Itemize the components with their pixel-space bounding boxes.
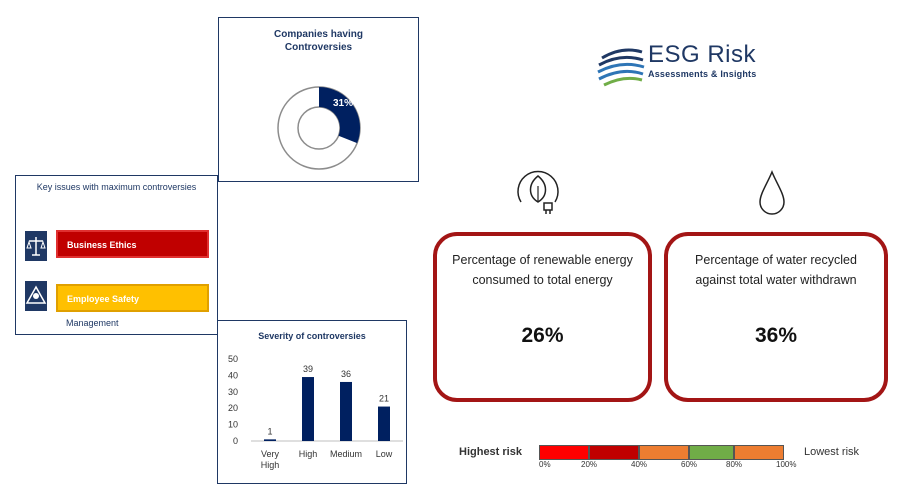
donut-inner-outline (297, 106, 341, 150)
water-recycled-card: Percentage of water recycled against tot… (664, 232, 888, 402)
key-issues-title: Key issues with maximum controversies (36, 182, 197, 192)
risk-scale-tick: 60% (681, 460, 698, 469)
controversies-donut: 31% (277, 86, 361, 170)
data-label: 36 (341, 369, 351, 379)
risk-scale-segment (734, 445, 784, 460)
risk-scale-tick: 40% (631, 460, 648, 469)
y-tick-label: 10 (228, 420, 238, 430)
esg-logo: ESG Risk Assessments & Insights (596, 40, 776, 92)
water-drop-icon (759, 170, 785, 215)
risk-scale-segment (689, 445, 734, 460)
donut-percent-label: 31% (333, 98, 353, 109)
renewable-energy-card: Percentage of renewable energy consumed … (433, 232, 652, 402)
data-label: 1 (267, 426, 272, 436)
controversies-title: Companies having Controversies (219, 28, 418, 54)
bar (340, 381, 352, 441)
x-tick-label: High (299, 449, 318, 459)
issue-employee-safety: Employee Safety (56, 284, 209, 312)
y-tick-label: 50 (228, 354, 238, 364)
issue-employee-safety-cont: Management (66, 318, 119, 328)
chart-title: Severity of controversies (258, 331, 366, 341)
data-label: 39 (303, 364, 313, 374)
risk-low-label: Lowest risk (804, 446, 860, 458)
bar (264, 439, 276, 441)
globe-stripes-icon (597, 48, 645, 87)
risk-scale-segment (589, 445, 639, 460)
y-tick-label: 30 (228, 387, 238, 397)
risk-scale-tick: 0% (539, 460, 551, 469)
card-value: 36% (754, 324, 798, 347)
safety-icon (25, 281, 47, 311)
controversies-title-line1: Companies having (274, 29, 363, 40)
risk-scale-tick: 100% (776, 460, 797, 469)
x-tick-label: Very (261, 449, 280, 459)
logo-title: ESG Risk (648, 41, 757, 68)
bar (378, 406, 390, 441)
leaf-plug-icon (517, 170, 559, 214)
bar (302, 377, 314, 441)
controversies-panel: Companies having Controversies 31% (218, 17, 419, 182)
risk-high-label: Highest risk (459, 446, 522, 458)
severity-panel: Severity of controversies 0 10 20 30 40 50 1 Ve… (217, 320, 407, 484)
risk-scale-segment (539, 445, 589, 460)
x-tick-label: Low (376, 449, 393, 459)
y-tick-label: 0 (233, 436, 238, 446)
card-label: Percentage of water recycled against tot… (695, 253, 857, 287)
controversies-title-line2: Controversies (284, 42, 353, 53)
logo-subtitle: Assessments & Insights (648, 69, 757, 79)
card-value: 26% (521, 324, 564, 347)
donut-slice-controversies (319, 87, 360, 144)
scales-icon (25, 231, 47, 261)
x-tick-label: High (261, 460, 280, 470)
y-tick-label: 40 (228, 370, 238, 380)
y-tick-label: 20 (228, 403, 238, 413)
risk-scale-tick: 20% (581, 460, 598, 469)
issue-business-ethics: Business Ethics (56, 230, 209, 258)
x-tick-label: Medium (330, 449, 362, 459)
risk-scale-tick: 80% (726, 460, 743, 469)
card-label: Percentage of renewable energy consumed … (452, 253, 633, 287)
data-label: 21 (379, 394, 389, 404)
risk-scale-segment (639, 445, 689, 460)
